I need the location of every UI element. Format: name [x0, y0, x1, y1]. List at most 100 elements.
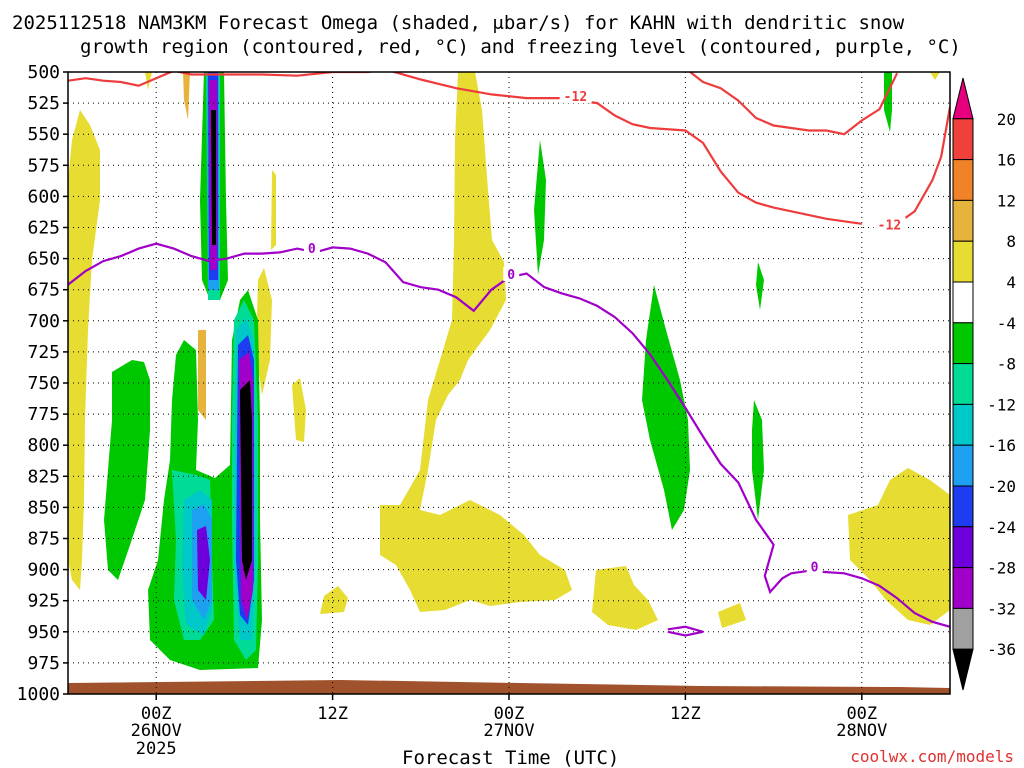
omega-positive-area-east-top: [930, 72, 940, 80]
omega-positive-area-ridge: [256, 268, 272, 395]
y-tick-label-550: 550: [27, 124, 60, 145]
omega-positive-area-small1: [271, 170, 276, 250]
contours: [68, 72, 950, 637]
y-tick-label-1000: 1000: [17, 684, 60, 705]
omega-negative-area-narrow1: [534, 140, 546, 275]
omega-positive-area-small2: [292, 378, 306, 442]
freezing-contour-1: [667, 625, 704, 637]
colorbar-bin-14: [952, 648, 974, 691]
omega-positive-area-main: [380, 72, 572, 612]
colorbar-label-7: -12: [987, 395, 1016, 414]
chart-subtitle: growth region (contoured, red, °C) and f…: [80, 36, 961, 58]
dgz-label-1: -12: [564, 90, 587, 105]
x-tick-date-2: 27NOV: [483, 721, 534, 741]
x-tick-label-3: 12Z: [670, 704, 701, 724]
y-tick-label-800: 800: [27, 435, 60, 456]
y-tick-label-850: 850: [27, 497, 60, 518]
y-tick-label-825: 825: [27, 466, 60, 487]
y-tick-label-875: 875: [27, 529, 60, 550]
freezing-label-2-bg: [503, 267, 520, 282]
omega-positive-area-small4: [592, 566, 658, 630]
colorbar-bin-3: [952, 199, 974, 242]
y-tick-label-950: 950: [27, 622, 60, 643]
x-tick-date-4: 28NOV: [836, 721, 887, 741]
colorbar: 20 16 12 8 4 -4 -8 -12 -16 -20 -24 -28 -32 -36: [952, 77, 1016, 691]
colorbar-bin-6: [952, 322, 974, 365]
colorbar-label-8: -16: [987, 436, 1016, 455]
dgz-label-2: -12: [878, 218, 901, 233]
contour-labels: -12 -12 0 0 0: [303, 89, 906, 575]
y-tick-label-575: 575: [27, 155, 60, 176]
colorbar-bin-5: [952, 281, 974, 324]
omega-negative-area-east: [642, 285, 690, 530]
colorbar-label-9: -20: [987, 477, 1016, 496]
x-tick-year-0: 2025: [136, 739, 177, 759]
colorbar-bin-13: [952, 607, 974, 650]
y-tick-label-750: 750: [27, 373, 60, 394]
y-tick-label-675: 675: [27, 280, 60, 301]
colorbar-bin-1: [952, 118, 974, 161]
colorbar-label-4: 4: [1006, 273, 1016, 292]
dgz-contour-0: [68, 72, 862, 225]
y-axis: 500 525 550 575 600 625 650 675 700 725 750 775 800 8…: [17, 62, 68, 705]
y-tick-label-725: 725: [27, 342, 60, 363]
y-tick-label-500: 500: [27, 62, 60, 83]
dgz-contour-2: [896, 106, 950, 225]
omega-positive-streak-2: [198, 330, 206, 420]
y-tick-label-975: 975: [27, 653, 60, 674]
freezing-label-1-bg: [303, 240, 320, 255]
colorbar-bin-0: [952, 77, 974, 120]
freezing-label-3: 0: [811, 560, 819, 575]
colorbar-bin-2: [952, 159, 974, 201]
y-tick-label-625: 625: [27, 218, 60, 239]
chart-title: 2025112518 NAM3KM Forecast Omega (shaded…: [12, 12, 905, 34]
freezing-label-3-bg: [806, 559, 823, 574]
omega-core-lower-purple: [197, 526, 210, 600]
y-tick-label-775: 775: [27, 404, 60, 425]
omega-positive-area-west: [68, 110, 100, 590]
omega-negative-area-left: [104, 360, 150, 580]
y-tick-label-525: 525: [27, 93, 60, 114]
colorbar-label-12: -32: [987, 599, 1016, 618]
colorbar-label-10: -24: [987, 518, 1016, 537]
colorbar-label-0: 20: [997, 110, 1016, 129]
colorbar-bin-11: [952, 526, 974, 569]
x-axis-label: Forecast Time (UTC): [402, 747, 619, 768]
y-tick-label-600: 600: [27, 186, 60, 207]
credit-text: coolwx.com/models: [850, 747, 1014, 766]
dgz-label-1-bg: [559, 89, 592, 104]
colorbar-label-3: 8: [1006, 232, 1016, 251]
colorbar-label-2: 12: [997, 191, 1016, 210]
colorbar-bin-7: [952, 363, 974, 405]
x-tick-date-0: 26NOV: [131, 721, 182, 741]
y-tick-label-700: 700: [27, 311, 60, 332]
omega-negative-area-narrow3: [752, 400, 764, 520]
x-tick-label-4: 00Z: [846, 704, 877, 724]
dgz-label-2-bg: [873, 217, 906, 232]
y-tick-label-650: 650: [27, 249, 60, 270]
colorbar-bin-12: [952, 567, 974, 609]
omega-core-upper-black: [211, 110, 216, 245]
colorbar-label-11: -28: [987, 559, 1016, 578]
colorbar-bin-4: [952, 240, 974, 283]
colorbar-label-1: 16: [997, 151, 1016, 170]
colorbar-bin-8: [952, 403, 974, 446]
freezing-contour-0: [68, 242, 950, 628]
omega-positive-streak-1: [183, 72, 190, 120]
colorbar-bin-10: [952, 485, 974, 528]
freezing-label-1: 0: [308, 242, 316, 257]
omega-positive-area-east: [848, 468, 950, 625]
x-tick-label-0: 00Z: [141, 704, 172, 724]
colorbar-label-5: -4: [997, 314, 1016, 333]
omega-shading: [68, 72, 950, 670]
colorbar-label-6: -8: [997, 355, 1016, 374]
colorbar-label-13: -36: [987, 640, 1016, 659]
y-tick-label-900: 900: [27, 560, 60, 581]
omega-positive-area-small3: [320, 586, 348, 614]
freezing-label-2: 0: [507, 268, 515, 283]
gridlines: [68, 71, 950, 695]
y-tick-label-925: 925: [27, 591, 60, 612]
omega-positive-area-small5: [718, 603, 746, 628]
